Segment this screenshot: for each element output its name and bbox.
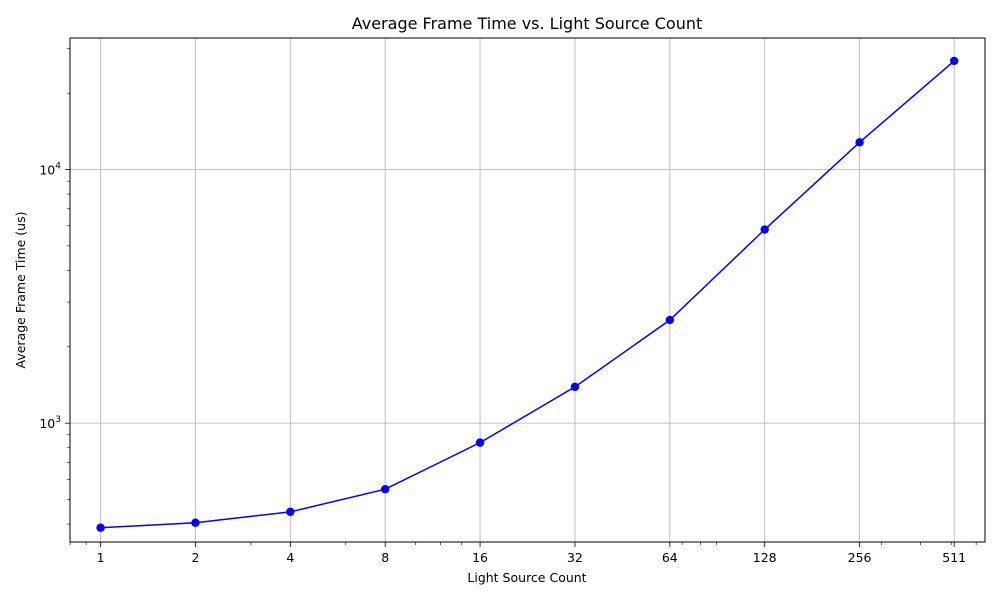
x-tick-label: 4 (286, 550, 294, 565)
x-tick-label: 128 (753, 550, 777, 565)
x-tick-label: 511 (942, 550, 966, 565)
data-point (760, 225, 769, 234)
x-tick-label: 16 (472, 550, 488, 565)
data-point (949, 56, 959, 66)
data-point (286, 507, 295, 517)
x-tick-label: 256 (848, 550, 872, 565)
x-ticks: 1 2 4 8 16 32 64 128 256 511 (97, 542, 966, 565)
y-tick-label: 103 (39, 415, 61, 431)
data-point (855, 138, 864, 147)
data-point (96, 523, 105, 532)
data-point (475, 438, 485, 447)
series-layer (96, 56, 959, 532)
minor-ticks (67, 48, 977, 545)
y-axis-label: Average Frame Time (us) (13, 212, 28, 369)
data-point (380, 485, 390, 494)
chart-title: Average Frame Time vs. Light Source Coun… (352, 14, 703, 33)
series-line (100, 60, 955, 529)
data-point (191, 518, 200, 527)
data-point (570, 382, 580, 392)
axes-frame (69, 37, 986, 543)
y-ticks: 103 104 (39, 162, 70, 431)
data-point (665, 315, 675, 325)
x-tick-label: 64 (662, 550, 678, 565)
x-tick-label: 32 (567, 550, 583, 565)
x-tick-label: 2 (191, 550, 199, 565)
x-tick-label: 1 (97, 550, 105, 565)
x-axis-label: Light Source Count (467, 570, 586, 585)
y-tick-label: 104 (39, 162, 61, 178)
x-tick-label: 8 (381, 550, 389, 565)
grid (70, 38, 985, 542)
